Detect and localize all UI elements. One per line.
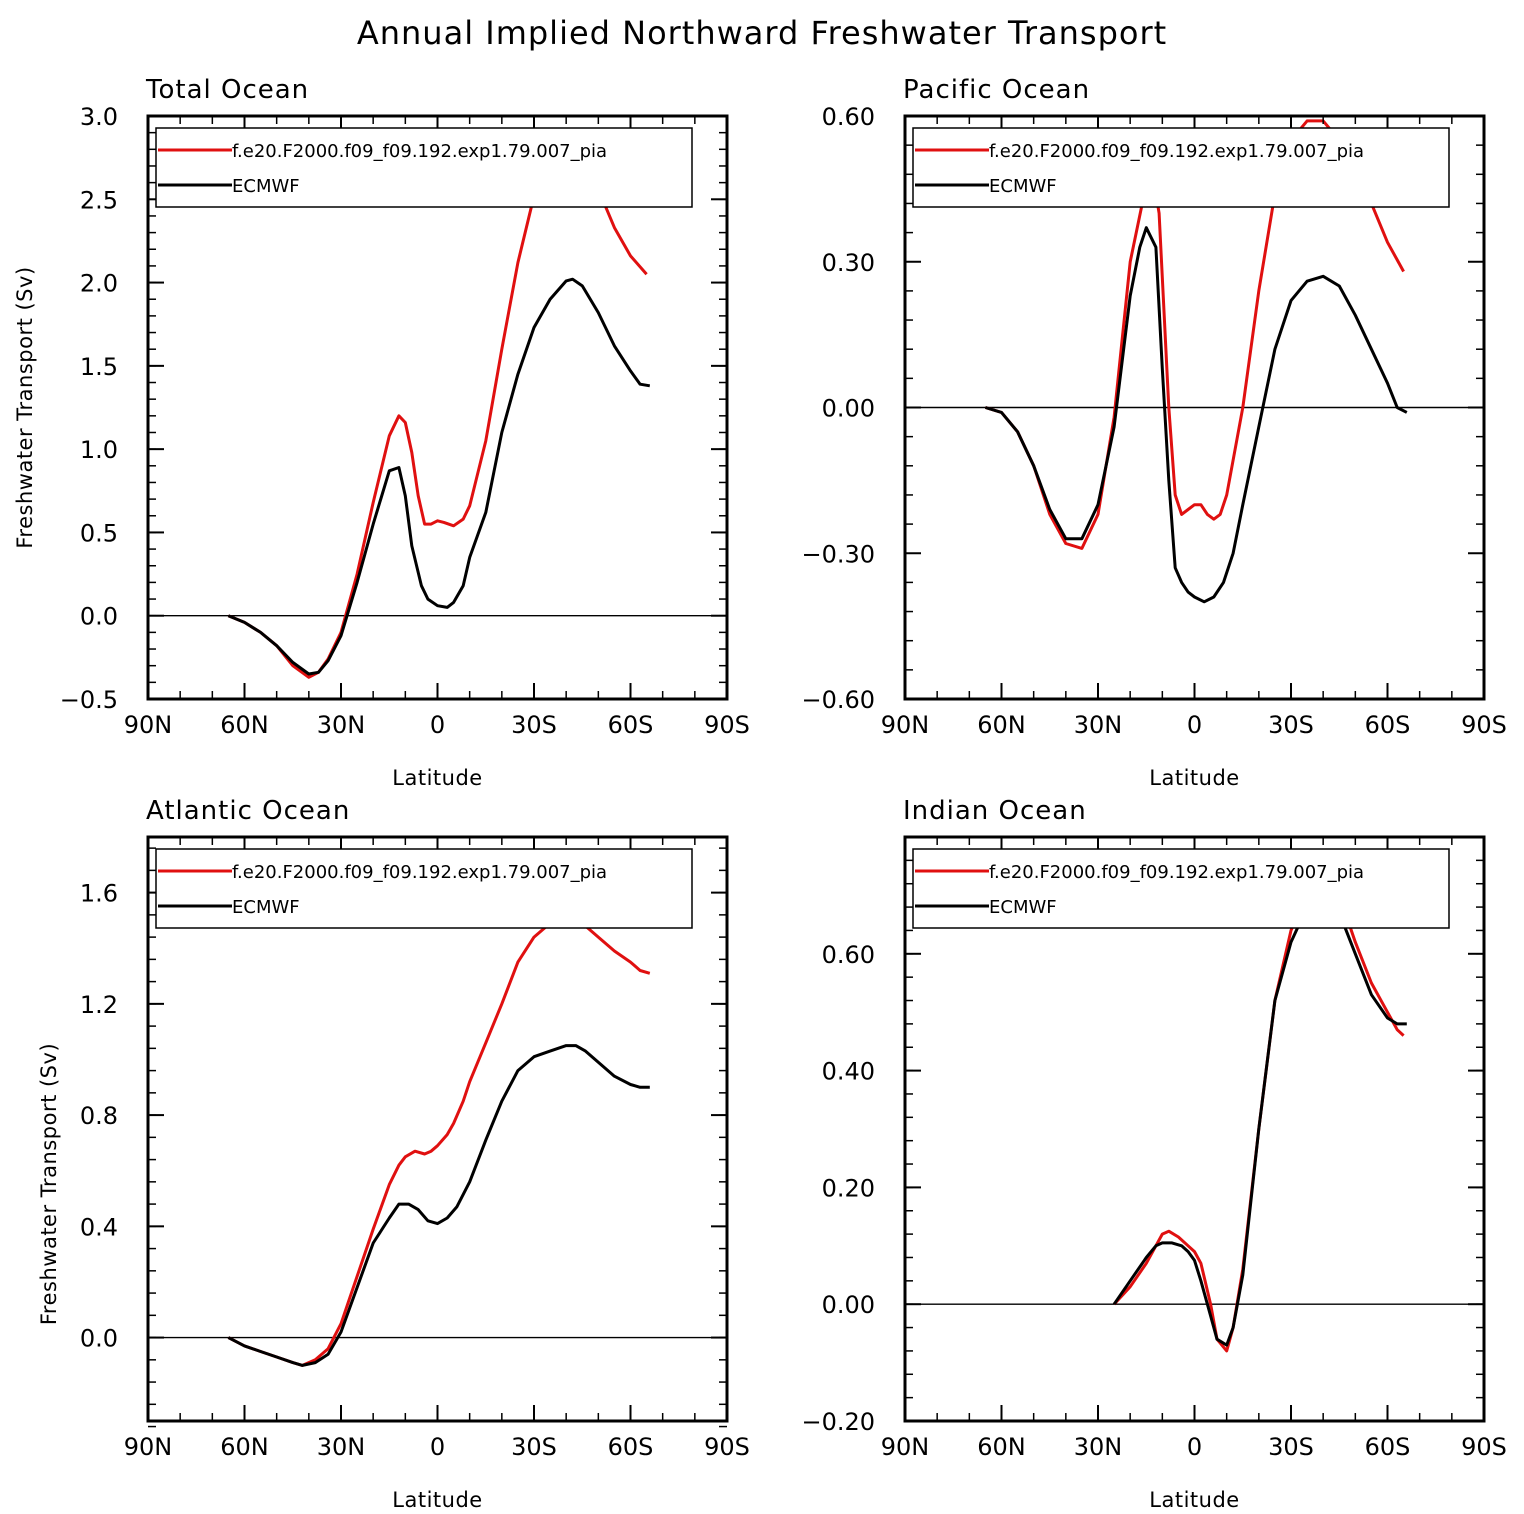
x-tick-label: 60S <box>1365 711 1411 739</box>
legend-label-1: ECMWF <box>232 176 300 197</box>
y-tick-label: −0.30 <box>801 540 875 568</box>
series-line-0 <box>227 141 648 679</box>
panel-title: Indian Ocean <box>903 796 1087 826</box>
legend: f.e20.F2000.f09_f09.192.exp1.79.007_pia E… <box>912 127 1450 208</box>
x-tick-label: 30S <box>511 711 557 739</box>
x-tick-label: 30S <box>1268 1433 1314 1461</box>
x-tick-label: 60S <box>1365 1433 1411 1461</box>
series-line-1 <box>1112 893 1407 1347</box>
x-tick-label: 30N <box>317 711 366 739</box>
x-tick-label: 90S <box>1461 1433 1507 1461</box>
legend: f.e20.F2000.f09_f09.192.exp1.79.007_pia E… <box>155 127 693 208</box>
x-tick-label: 60N <box>977 1433 1026 1461</box>
y-tick-label: 0.40 <box>822 1058 875 1086</box>
y-tick-label: 3.0 <box>80 103 118 131</box>
x-axis-label: Latitude <box>392 766 482 790</box>
panel-title: Total Ocean <box>145 75 309 105</box>
x-tick-label: 90N <box>124 711 173 739</box>
legend-box <box>912 848 1450 929</box>
y-axis-label: Freshwater Transport (Sv) <box>37 1043 61 1325</box>
x-tick-label: 30S <box>511 1433 557 1461</box>
legend-label-1: ECMWF <box>989 897 1057 918</box>
y-tick-label: 0.00 <box>822 1291 875 1319</box>
y-tick-label: 0.60 <box>822 941 875 969</box>
x-tick-label: 60N <box>220 1433 269 1461</box>
panel-0: 90N 60N 30N 0 30S 60S 90S −0.5 0.0 0.5 1.0 1.5 2.0 2.… <box>13 75 750 790</box>
y-tick-label: 1.0 <box>80 436 118 464</box>
y-tick-label: 2.0 <box>80 270 118 298</box>
x-tick-label: 90S <box>1461 711 1507 739</box>
y-tick-label: 1.2 <box>80 991 118 1019</box>
series-line-1 <box>227 1044 650 1367</box>
x-tick-label: 30N <box>1074 1433 1123 1461</box>
x-tick-label: 60N <box>220 711 269 739</box>
legend: f.e20.F2000.f09_f09.192.exp1.79.007_pia E… <box>155 848 693 929</box>
x-tick-label: 0 <box>430 1433 445 1461</box>
y-tick-label: −0.5 <box>60 686 118 714</box>
x-tick-label: 90S <box>704 1433 750 1461</box>
legend-box <box>155 127 693 208</box>
x-tick-label: 0 <box>1187 711 1202 739</box>
x-tick-label: 60S <box>608 1433 654 1461</box>
legend-label-0: f.e20.F2000.f09_f09.192.exp1.79.007_pia <box>989 141 1364 162</box>
panel-title: Pacific Ocean <box>903 75 1090 105</box>
panel-title: Atlantic Ocean <box>146 796 350 826</box>
figure-title: Annual Implied Northward Freshwater Tran… <box>357 14 1167 52</box>
series-line-0 <box>227 916 651 1367</box>
x-tick-label: 60S <box>608 711 654 739</box>
panel-1: 90N 60N 30N 0 30S 60S 90S −0.60 −0.30 0.00 0.30 0.6… <box>801 75 1506 790</box>
legend-label-1: ECMWF <box>989 176 1057 197</box>
y-tick-label: 1.5 <box>80 353 118 381</box>
x-tick-label: 30N <box>1074 711 1123 739</box>
legend-label-1: ECMWF <box>232 897 300 918</box>
series-line-0 <box>984 119 1405 550</box>
x-tick-label: 0 <box>1187 1433 1202 1461</box>
legend-label-0: f.e20.F2000.f09_f09.192.exp1.79.007_pia <box>232 862 607 883</box>
y-tick-label: 2.5 <box>80 186 118 214</box>
x-tick-label: 90N <box>881 1433 930 1461</box>
x-tick-label: 90N <box>124 1433 173 1461</box>
y-tick-label: 0.8 <box>80 1102 118 1130</box>
y-tick-label: 0.60 <box>822 103 875 131</box>
y-tick-label: 0.20 <box>822 1174 875 1202</box>
legend-label-0: f.e20.F2000.f09_f09.192.exp1.79.007_pia <box>232 141 607 162</box>
y-tick-label: −0.20 <box>801 1408 875 1436</box>
y-tick-label: 1.6 <box>80 880 118 908</box>
y-tick-label: 0.5 <box>80 519 118 547</box>
legend-box <box>155 848 693 929</box>
y-tick-label: 0.4 <box>80 1213 118 1241</box>
y-tick-label: 0.30 <box>822 249 875 277</box>
series-line-1 <box>984 226 1408 604</box>
y-tick-label: 0.0 <box>80 1325 118 1353</box>
panel-3: 90N 60N 30N 0 30S 60S 90S −0.20 0.00 0.20 0.40 0.60… <box>801 796 1506 1512</box>
x-axis-label: Latitude <box>1149 766 1239 790</box>
y-tick-label: 0.00 <box>822 395 875 423</box>
x-tick-label: 90S <box>704 711 750 739</box>
x-tick-label: 30N <box>317 1433 366 1461</box>
y-axis-label: Freshwater Transport (Sv) <box>13 266 37 548</box>
y-tick-label: 0.0 <box>80 603 118 631</box>
legend: f.e20.F2000.f09_f09.192.exp1.79.007_pia E… <box>912 848 1450 929</box>
x-tick-label: 30S <box>1268 711 1314 739</box>
x-tick-label: 90N <box>881 711 930 739</box>
y-tick-label: −0.60 <box>801 686 875 714</box>
legend-label-0: f.e20.F2000.f09_f09.192.exp1.79.007_pia <box>989 862 1364 883</box>
x-axis-label: Latitude <box>392 1488 482 1512</box>
legend-box <box>912 127 1450 208</box>
x-axis-label: Latitude <box>1149 1488 1239 1512</box>
panel-2: 90N 60N 30N 0 30S 60S 90S 0.0 0.4 0.8 1.2 1.6 Atlant… <box>37 796 750 1512</box>
x-tick-label: 0 <box>430 711 445 739</box>
x-tick-label: 60N <box>977 711 1026 739</box>
series-line-1 <box>227 277 651 676</box>
